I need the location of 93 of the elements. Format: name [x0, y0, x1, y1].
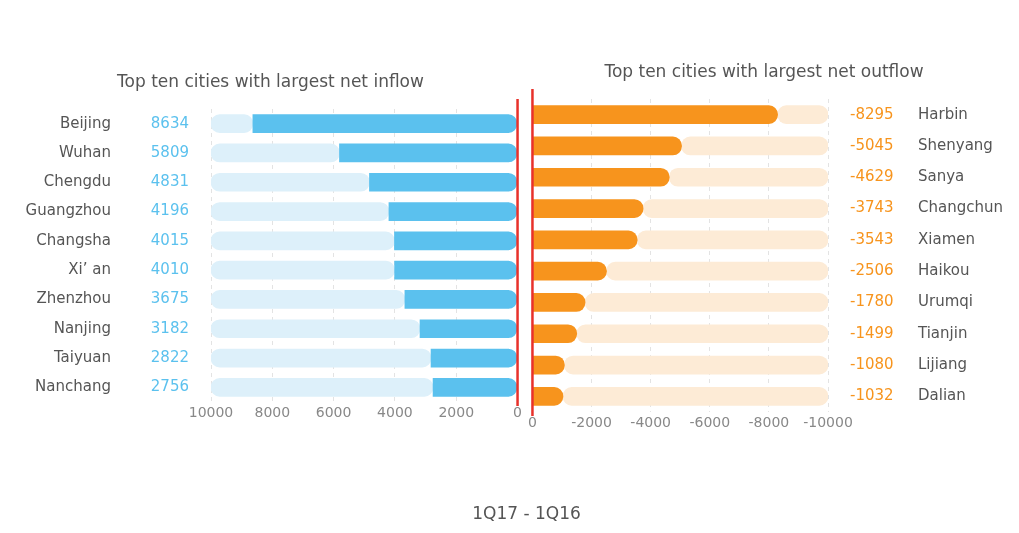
- y-tick-label: Changsha: [36, 230, 111, 249]
- data-label: -4629: [850, 167, 894, 186]
- x-tick-label: -4000: [630, 414, 672, 431]
- y-tick-label: Zhenzhou: [36, 289, 111, 308]
- bar: [562, 387, 828, 406]
- bar: [211, 231, 395, 251]
- bar: [404, 290, 518, 309]
- bar: [636, 230, 828, 250]
- bar: [532, 105, 778, 124]
- y-tick-label: Beijing: [59, 113, 111, 132]
- bar: [252, 114, 518, 133]
- data-label: -1080: [850, 354, 894, 373]
- data-label: -5045: [850, 135, 894, 154]
- data-label: -2506: [850, 261, 894, 280]
- bar: [394, 260, 518, 280]
- data-label: -3743: [850, 198, 894, 217]
- data-label: 2822: [150, 347, 189, 366]
- data-label: 3675: [150, 289, 189, 308]
- data-label: -8295: [850, 104, 894, 123]
- bar: [532, 261, 607, 281]
- y-tick-label: Taiyuan: [52, 347, 111, 366]
- data-label: 8634: [150, 113, 189, 132]
- bar: [211, 378, 434, 397]
- data-label: 4196: [150, 201, 189, 220]
- chart-title: Top ten cities with largest net outflow: [603, 61, 924, 82]
- x-tick-label: 0: [513, 404, 523, 421]
- bar: [584, 293, 828, 312]
- y-tick-label: Sanya: [918, 167, 965, 186]
- bar: [211, 319, 421, 339]
- bar: [419, 319, 518, 339]
- bar: [339, 143, 518, 163]
- bar: [211, 348, 432, 368]
- bar: [430, 348, 518, 368]
- x-tick-label: 8000: [254, 404, 291, 421]
- y-tick-label: Nanchang: [35, 377, 111, 396]
- bar: [642, 199, 828, 218]
- x-axis-title: 1Q17 - 1Q16: [471, 503, 582, 523]
- bar: [532, 355, 565, 375]
- y-tick-label: Wuhan: [58, 142, 111, 161]
- data-label: -1780: [850, 292, 894, 311]
- x-tick-label: 4000: [377, 404, 413, 421]
- y-tick-label: Dalian: [918, 386, 966, 405]
- bar: [211, 143, 340, 163]
- bar: [532, 136, 682, 156]
- bar: [388, 202, 518, 221]
- y-tick-label: Chengdu: [43, 172, 111, 191]
- y-tick-label: Urumqi: [918, 292, 973, 311]
- bar: [432, 378, 518, 397]
- data-label: -3543: [850, 229, 894, 248]
- bar: [532, 324, 578, 344]
- x-tick-label: -2000: [571, 414, 612, 431]
- bar: [532, 293, 586, 312]
- bar: [532, 230, 638, 250]
- data-label: -1499: [850, 323, 894, 342]
- x-tick-label: -10000: [803, 414, 853, 431]
- data-label: 4010: [150, 260, 189, 279]
- chart-title: Top ten cities with largest net inflow: [116, 71, 425, 92]
- y-tick-label: Lijiang: [918, 354, 968, 373]
- bar: [369, 172, 518, 192]
- y-tick-label: Changchun: [918, 198, 1003, 217]
- bar: [211, 290, 406, 309]
- bar: [668, 167, 828, 187]
- x-tick-label: 0: [527, 414, 537, 431]
- bar: [564, 355, 828, 375]
- bar: [681, 136, 828, 156]
- data-label: 3182: [150, 318, 189, 337]
- bar: [606, 261, 828, 281]
- x-tick-label: 10000: [188, 404, 234, 421]
- y-tick-label: Shenyang: [918, 135, 993, 154]
- data-label: 4831: [150, 172, 189, 191]
- y-tick-label: Haikou: [918, 261, 970, 280]
- bar: [211, 202, 390, 221]
- data-label: 5809: [150, 142, 189, 161]
- bar: [576, 324, 828, 344]
- y-tick-label: Nanjing: [53, 318, 111, 337]
- y-tick-label: Guangzhou: [25, 201, 111, 220]
- x-tick-label: -8000: [748, 414, 790, 431]
- data-label: -1032: [850, 386, 894, 405]
- x-tick-label: 2000: [438, 404, 475, 421]
- y-tick-label: Xiamen: [918, 229, 975, 248]
- bar: [394, 231, 518, 251]
- bar: [211, 172, 370, 192]
- bar: [211, 260, 395, 280]
- data-label: 2756: [150, 377, 189, 396]
- data-label: 4015: [150, 230, 189, 249]
- bar: [532, 387, 564, 406]
- y-tick-label: Tianjin: [917, 323, 968, 342]
- bar: [532, 167, 670, 187]
- y-tick-label: Xi’ an: [68, 260, 111, 279]
- x-tick-label: 6000: [315, 404, 352, 421]
- y-tick-label: Harbin: [918, 104, 968, 123]
- bar: [532, 199, 644, 218]
- x-tick-label: -6000: [689, 414, 731, 431]
